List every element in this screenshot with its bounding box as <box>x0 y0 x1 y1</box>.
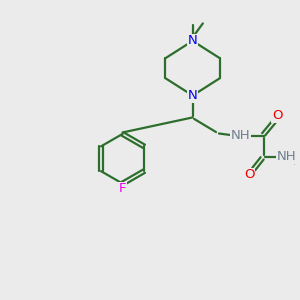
Text: F: F <box>119 182 126 195</box>
Text: O: O <box>244 169 254 182</box>
Text: O: O <box>272 110 283 122</box>
Text: N: N <box>188 34 197 47</box>
Text: NH: NH <box>277 150 296 164</box>
Text: NH: NH <box>231 129 250 142</box>
Text: N: N <box>188 89 197 102</box>
